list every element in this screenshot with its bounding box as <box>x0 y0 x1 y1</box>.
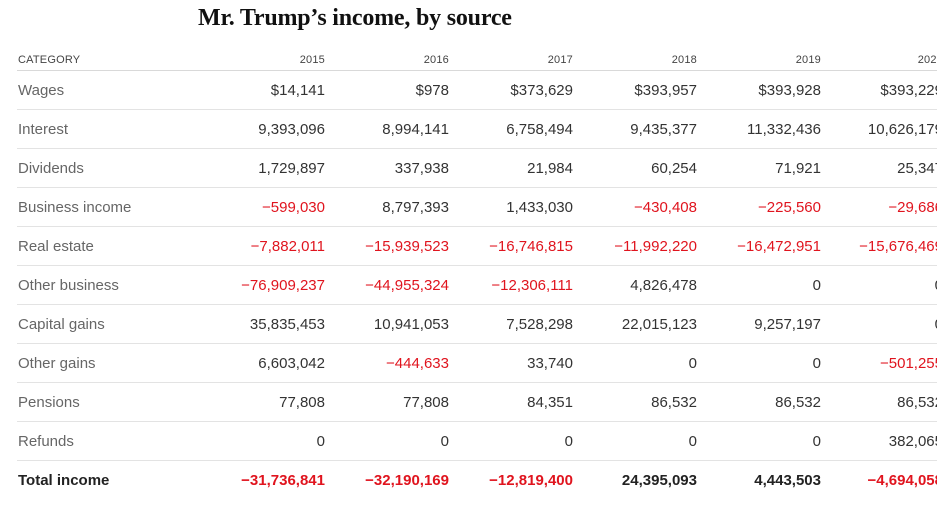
table-cell-value: 337,938 <box>327 148 451 188</box>
table-cell-value: −444,633 <box>327 343 451 383</box>
income-table: CATEGORY201520162017201820192020 Wages$1… <box>17 50 937 499</box>
table-cell-value: 4,826,478 <box>575 265 699 305</box>
table-cell-value: 6,758,494 <box>451 109 575 149</box>
table-cell-value: 11,332,436 <box>699 109 823 149</box>
row-label: Refunds <box>17 421 203 461</box>
table-row: Interest 9,393,096 8,994,141 6,758,494 9,435… <box>17 109 937 149</box>
row-label: Business income <box>17 187 203 227</box>
row-label: Total income <box>17 460 203 499</box>
table-cell-value: −31,736,841 <box>203 460 327 499</box>
table-cell-value: 0 <box>699 421 823 461</box>
table-cell-value: −7,882,011 <box>203 226 327 266</box>
table-row: Wages $14,141 $978 $373,629 $393,957 $393,928… <box>17 70 937 110</box>
table-cell-value: $14,141 <box>203 70 327 110</box>
table-cell-value: 9,393,096 <box>203 109 327 149</box>
table-cell-value: −29,686 <box>823 187 937 227</box>
table-cell-value: −16,472,951 <box>699 226 823 266</box>
table-cell-value: 0 <box>699 265 823 305</box>
table-cell-value: $393,957 <box>575 70 699 110</box>
table-body: Wages $14,141 $978 $373,629 $393,957 $393,928… <box>17 70 937 499</box>
table-cell-value: 22,015,123 <box>575 304 699 344</box>
column-header-category: CATEGORY <box>17 50 203 71</box>
table-cell-value: −225,560 <box>699 187 823 227</box>
table-cell-value: −12,306,111 <box>451 265 575 305</box>
table-cell-value: 9,435,377 <box>575 109 699 149</box>
table-row: Dividends 1,729,897 337,938 21,984 60,254 71,… <box>17 148 937 188</box>
row-label: Other business <box>17 265 203 305</box>
table-cell-value: 35,835,453 <box>203 304 327 344</box>
row-label: Dividends <box>17 148 203 188</box>
column-header-year: 2019 <box>699 50 823 71</box>
table-cell-value: 10,626,179 <box>823 109 937 149</box>
table-cell-value: −4,694,058 <box>823 460 937 499</box>
table-cell-value: 84,351 <box>451 382 575 422</box>
table-cell-value: −430,408 <box>575 187 699 227</box>
table-cell-value: 4,443,503 <box>699 460 823 499</box>
total-row: Total income −31,736,841 −32,190,169 −12,81… <box>17 460 937 499</box>
table-cell-value: 0 <box>823 265 937 305</box>
row-label: Capital gains <box>17 304 203 344</box>
table-cell-value: 33,740 <box>451 343 575 383</box>
table-cell-value: −12,819,400 <box>451 460 575 499</box>
table-cell-value: 86,532 <box>575 382 699 422</box>
table-cell-value: 86,532 <box>699 382 823 422</box>
table-cell-value: 77,808 <box>327 382 451 422</box>
row-label: Other gains <box>17 343 203 383</box>
table-cell-value: 6,603,042 <box>203 343 327 383</box>
table-cell-value: 1,729,897 <box>203 148 327 188</box>
table-cell-value: 24,395,093 <box>575 460 699 499</box>
table-cell-value: 0 <box>699 343 823 383</box>
table-cell-value: $393,928 <box>699 70 823 110</box>
table-cell-value: 0 <box>203 421 327 461</box>
table-cell-value: −15,939,523 <box>327 226 451 266</box>
table-cell-value: 71,921 <box>699 148 823 188</box>
table-row: Capital gains 35,835,453 10,941,053 7,528,2… <box>17 304 937 344</box>
table-cell-value: −16,746,815 <box>451 226 575 266</box>
table-cell-value: 10,941,053 <box>327 304 451 344</box>
table-row: Other gains 6,603,042 −444,633 33,740 0 0 −501… <box>17 343 937 383</box>
table-cell-value: 382,065 <box>823 421 937 461</box>
table-cell-value: 0 <box>575 421 699 461</box>
table-cell-value: −15,676,469 <box>823 226 937 266</box>
row-label: Real estate <box>17 226 203 266</box>
table-cell-value: 0 <box>575 343 699 383</box>
table-row: Business income −599,030 8,797,393 1,433,03… <box>17 187 937 227</box>
table-cell-value: $373,629 <box>451 70 575 110</box>
row-label: Interest <box>17 109 203 149</box>
table-cell-value: 9,257,197 <box>699 304 823 344</box>
table-cell-value: 0 <box>327 421 451 461</box>
table-cell-value: −501,255 <box>823 343 937 383</box>
table-cell-value: 0 <box>823 304 937 344</box>
table-cell-value: 8,797,393 <box>327 187 451 227</box>
table-cell-value: −599,030 <box>203 187 327 227</box>
column-header-year: 2016 <box>327 50 451 71</box>
table-cell-value: −76,909,237 <box>203 265 327 305</box>
table-row: Other business −76,909,237 −44,955,324 −12,… <box>17 265 937 305</box>
column-header-year: 2018 <box>575 50 699 71</box>
table-cell-value: 1,433,030 <box>451 187 575 227</box>
table-cell-value: 25,347 <box>823 148 937 188</box>
table-cell-value: 77,808 <box>203 382 327 422</box>
table-cell-value: −44,955,324 <box>327 265 451 305</box>
column-header-year: 2020 <box>823 50 937 71</box>
table-row: Real estate −7,882,011 −15,939,523 −16,746,… <box>17 226 937 266</box>
table-cell-value: $978 <box>327 70 451 110</box>
column-header-year: 2015 <box>203 50 327 71</box>
table-cell-value: 60,254 <box>575 148 699 188</box>
table-cell-value: 21,984 <box>451 148 575 188</box>
table-cell-value: 8,994,141 <box>327 109 451 149</box>
table-cell-value: $393,229 <box>823 70 937 110</box>
row-label: Pensions <box>17 382 203 422</box>
column-header-year: 2017 <box>451 50 575 71</box>
row-label: Wages <box>17 70 203 110</box>
table-row: Pensions 77,808 77,808 84,351 86,532 86,532 86… <box>17 382 937 422</box>
table-cell-value: 86,532 <box>823 382 937 422</box>
table-cell-value: −32,190,169 <box>327 460 451 499</box>
table-cell-value: 0 <box>451 421 575 461</box>
table-header-row: CATEGORY201520162017201820192020 <box>17 50 937 71</box>
table-cell-value: −11,992,220 <box>575 226 699 266</box>
table-cell-value: 7,528,298 <box>451 304 575 344</box>
chart-title: Mr. Trump’s income, by source <box>198 5 512 31</box>
